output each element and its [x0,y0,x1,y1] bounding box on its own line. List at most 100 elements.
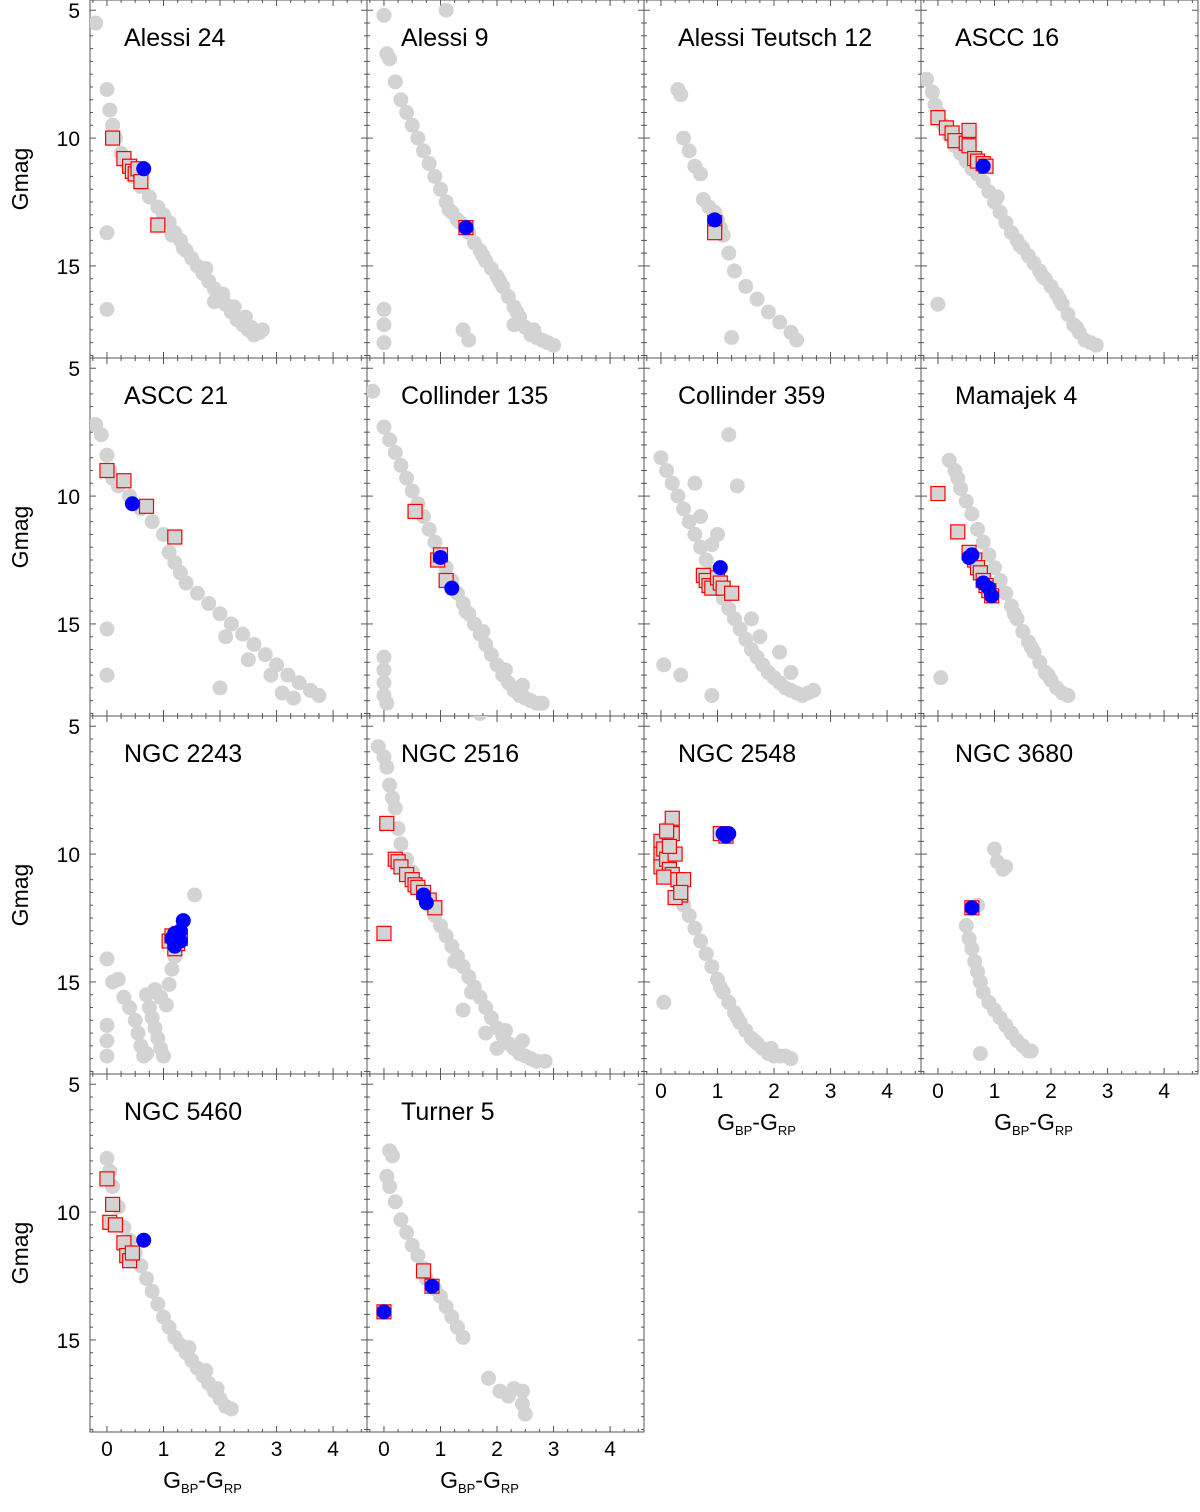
member-point [964,506,980,522]
panel-title: Alessi Teutsch 12 [678,24,872,52]
candidate-point [930,485,946,502]
member-point [376,335,392,351]
member-point [99,1017,115,1033]
member-point [99,621,115,637]
x-tick-label: 3 [825,1080,837,1103]
member-point [181,1340,197,1356]
member-point [421,521,437,537]
member-point [376,662,392,678]
member-point [99,301,115,317]
highlight-point [432,549,448,565]
member-point [752,629,768,645]
y-tick-label: 10 [57,844,80,867]
member-point [986,560,1002,576]
candidate-point [661,838,678,855]
member-point [1012,237,1028,253]
highlight-point [124,496,140,512]
member-point [972,1046,988,1062]
highlight-point [984,588,1000,604]
highlight-point [175,913,191,929]
y-tick-label: 10 [57,486,80,509]
member-point [291,675,307,691]
member-point [676,130,692,146]
member-point [475,624,491,640]
panel-collinder-135: Collinder 135 [366,357,645,717]
member-point [161,977,177,992]
member-point [189,585,205,601]
member-point [478,1025,494,1041]
highlight-point [712,560,728,576]
member-point [274,685,290,701]
panel-marks [99,1150,239,1417]
member-point [537,1053,553,1069]
panel-ngc-3680: 0 1 2 3 4 NGC 3680 [920,715,1199,1103]
member-point [376,649,392,665]
member-point [416,143,432,159]
member-point [209,1381,225,1397]
member-point [376,419,392,435]
member-point [382,51,398,67]
member-point [704,959,720,975]
candidate-point [656,869,672,885]
member-point [724,330,740,346]
member-point [382,1179,398,1195]
member-point [514,677,530,693]
panel-title: NGC 2516 [401,740,519,768]
y-axis-titles: Gmag Gmag Gmag Gmag [7,148,33,1285]
member-point [127,1012,143,1028]
member-point [693,539,709,555]
member-point [158,997,174,1013]
member-point [681,143,697,159]
member-point [473,716,488,721]
member-point [1052,291,1067,307]
member-point [729,1010,745,1026]
member-point [130,1025,146,1041]
candidate-point [133,173,149,190]
member-point [514,1033,530,1049]
y-tick-label: 15 [57,614,80,637]
member-point [206,294,222,310]
highlight-point [707,212,723,228]
candidate-point [138,498,155,514]
x-tick-label: 3 [548,1438,560,1461]
member-point [704,688,720,704]
member-point [105,117,121,133]
member-point [382,432,398,448]
y-axis-title: Gmag [7,1222,33,1285]
panel-marks [958,841,1039,1062]
x-tick-label: 1 [158,1438,170,1461]
member-point [1023,1043,1039,1059]
panel-title: NGC 2243 [124,740,242,768]
member-point [387,74,403,90]
member-point [681,907,697,923]
member-point [772,644,788,660]
member-point [393,92,409,108]
panel-ascc-16: ASCC 16 [920,0,1199,359]
x-tick-label: 0 [655,1080,667,1103]
member-point [1035,268,1051,284]
x-axis-title: GBP-GRP [717,1109,796,1138]
member-point [263,667,279,683]
member-point [393,1212,409,1228]
x-tick-label: 4 [881,1080,893,1103]
member-point [235,626,251,642]
y-tick-label: 5 [68,0,80,23]
highlight-point [418,895,434,911]
member-point [421,156,437,172]
x-tick-label: 4 [327,1438,339,1461]
member-point [99,447,115,463]
member-point [1040,667,1056,683]
member-point [953,480,969,496]
panel-marks [921,71,1104,353]
member-point [704,537,720,553]
member-point [99,1033,115,1049]
panel-marks [376,2,562,353]
highlight-point [975,158,991,174]
member-point [99,82,115,97]
member-point [379,695,395,711]
member-point [455,1002,471,1018]
x-tick-label: 2 [491,1438,503,1461]
member-point [1068,319,1084,335]
highlight-point [376,1304,392,1320]
